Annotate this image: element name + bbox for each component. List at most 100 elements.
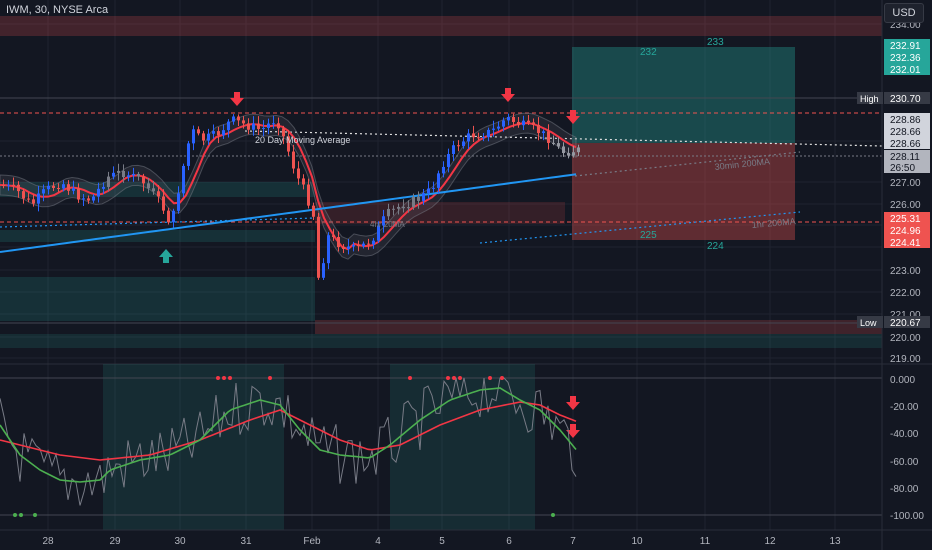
- candle-body: [467, 133, 470, 142]
- candle-body: [552, 142, 555, 144]
- candle-body: [432, 187, 435, 189]
- candle-body: [32, 199, 35, 204]
- sell-signal-arrow-head: [230, 98, 244, 106]
- price-tag: [884, 39, 930, 51]
- candle-body: [372, 240, 375, 245]
- candle-body: [312, 205, 315, 217]
- candle-body: [547, 131, 550, 143]
- target-232-label: 232: [640, 47, 657, 58]
- price-tag-label: 230.70: [890, 94, 921, 105]
- candle-body: [362, 243, 365, 247]
- price-tag-label: 232.36: [890, 53, 921, 64]
- candle-body: [527, 120, 530, 123]
- candle-body: [77, 188, 80, 200]
- sell-signal-arrow-head: [501, 94, 515, 102]
- candle-body: [12, 184, 15, 186]
- oscillator-axis[interactable]: 0.000 -20.00 -40.00 -60.00 -80.00 -100.00: [890, 375, 924, 522]
- time-tick-label: 11: [700, 536, 711, 547]
- price-tick-label: 221.00: [890, 310, 921, 321]
- candle-body: [377, 225, 380, 241]
- candle-body: [237, 116, 240, 121]
- candle-body: [267, 123, 270, 128]
- candle-body: [217, 131, 220, 136]
- candle-body: [422, 193, 425, 201]
- price-tick-label: 222.00: [890, 288, 921, 299]
- candle-body: [282, 128, 285, 137]
- candle-body: [452, 145, 455, 155]
- price-tag-label: 220.67: [890, 318, 921, 329]
- low-label-bg: [857, 316, 883, 328]
- price-tag-label: 224.41: [890, 238, 921, 249]
- candle-body: [92, 196, 95, 201]
- candle-body: [502, 120, 505, 127]
- candle-body: [382, 216, 385, 226]
- resistance-zone: [0, 16, 882, 36]
- candle-body: [122, 170, 125, 178]
- candle-body: [57, 187, 60, 189]
- candle-body: [37, 193, 40, 204]
- sell-signal-arrow: [234, 92, 240, 98]
- candle-body: [572, 152, 575, 156]
- candle-body: [97, 188, 100, 197]
- currency-button[interactable]: USD: [884, 3, 924, 23]
- sell-signal-arrow: [570, 424, 576, 430]
- candle-body: [497, 126, 500, 129]
- time-tick-label: 7: [570, 536, 576, 547]
- candle-body: [112, 172, 115, 177]
- overbought-dot: [500, 376, 504, 380]
- candle-body: [102, 186, 105, 189]
- candle-body: [562, 146, 565, 154]
- time-tick-label: 28: [42, 536, 54, 547]
- candle-body: [397, 206, 400, 209]
- candle-body: [482, 137, 485, 139]
- candle-body: [427, 188, 430, 194]
- candle-body: [17, 184, 20, 192]
- symbol-title[interactable]: IWM, 30, NYSE Arca: [6, 4, 109, 16]
- price-tag: [884, 150, 930, 162]
- sell-signal-arrow-head: [566, 430, 580, 438]
- candle-body: [52, 185, 55, 188]
- candle-body: [2, 185, 5, 186]
- candle-body: [517, 121, 520, 126]
- candle-body: [42, 189, 45, 194]
- candle-body: [402, 206, 405, 209]
- candle-body: [472, 133, 475, 138]
- high-label: High: [860, 94, 879, 104]
- candle-body: [157, 191, 160, 197]
- oversold-dot: [33, 513, 37, 517]
- oscillator-tick-label: -40.00: [890, 429, 919, 440]
- oscillator-main-line: [0, 387, 577, 483]
- candle-body: [542, 131, 545, 134]
- candle-body: [82, 198, 85, 200]
- red-zone-low: [315, 320, 882, 334]
- overbought-dot: [458, 376, 462, 380]
- candle-body: [127, 175, 130, 178]
- candle-body: [327, 235, 330, 264]
- candle-body: [232, 116, 235, 122]
- price-tag-label: 26:50: [890, 163, 915, 174]
- candle-body: [447, 154, 450, 167]
- oversold-dot: [551, 513, 555, 517]
- candle-body: [147, 183, 150, 189]
- candle-body: [67, 184, 70, 191]
- candle-body: [207, 133, 210, 141]
- candle-body: [297, 168, 300, 179]
- candle-body: [567, 153, 570, 156]
- time-axis[interactable]: 28 29 30 31 Feb 4 5 6 7 10 11 12 13: [42, 536, 841, 547]
- price-tag: [884, 212, 930, 224]
- overbought-dot: [408, 376, 412, 380]
- oscillator-tick-label: -80.00: [890, 484, 919, 495]
- overbought-dot: [228, 376, 232, 380]
- price-tag-label: 225.31: [890, 214, 921, 225]
- candle-body: [292, 151, 295, 169]
- candle-body: [167, 210, 170, 223]
- demand-zone-2: [0, 230, 315, 242]
- price-tag-label: 228.66: [890, 127, 921, 138]
- candle-body: [142, 176, 145, 184]
- candle-body: [247, 123, 250, 130]
- candle-body: [222, 130, 225, 136]
- candle-body: [347, 246, 350, 249]
- oscillator-raw-line: [0, 377, 577, 506]
- candle-body: [507, 117, 510, 121]
